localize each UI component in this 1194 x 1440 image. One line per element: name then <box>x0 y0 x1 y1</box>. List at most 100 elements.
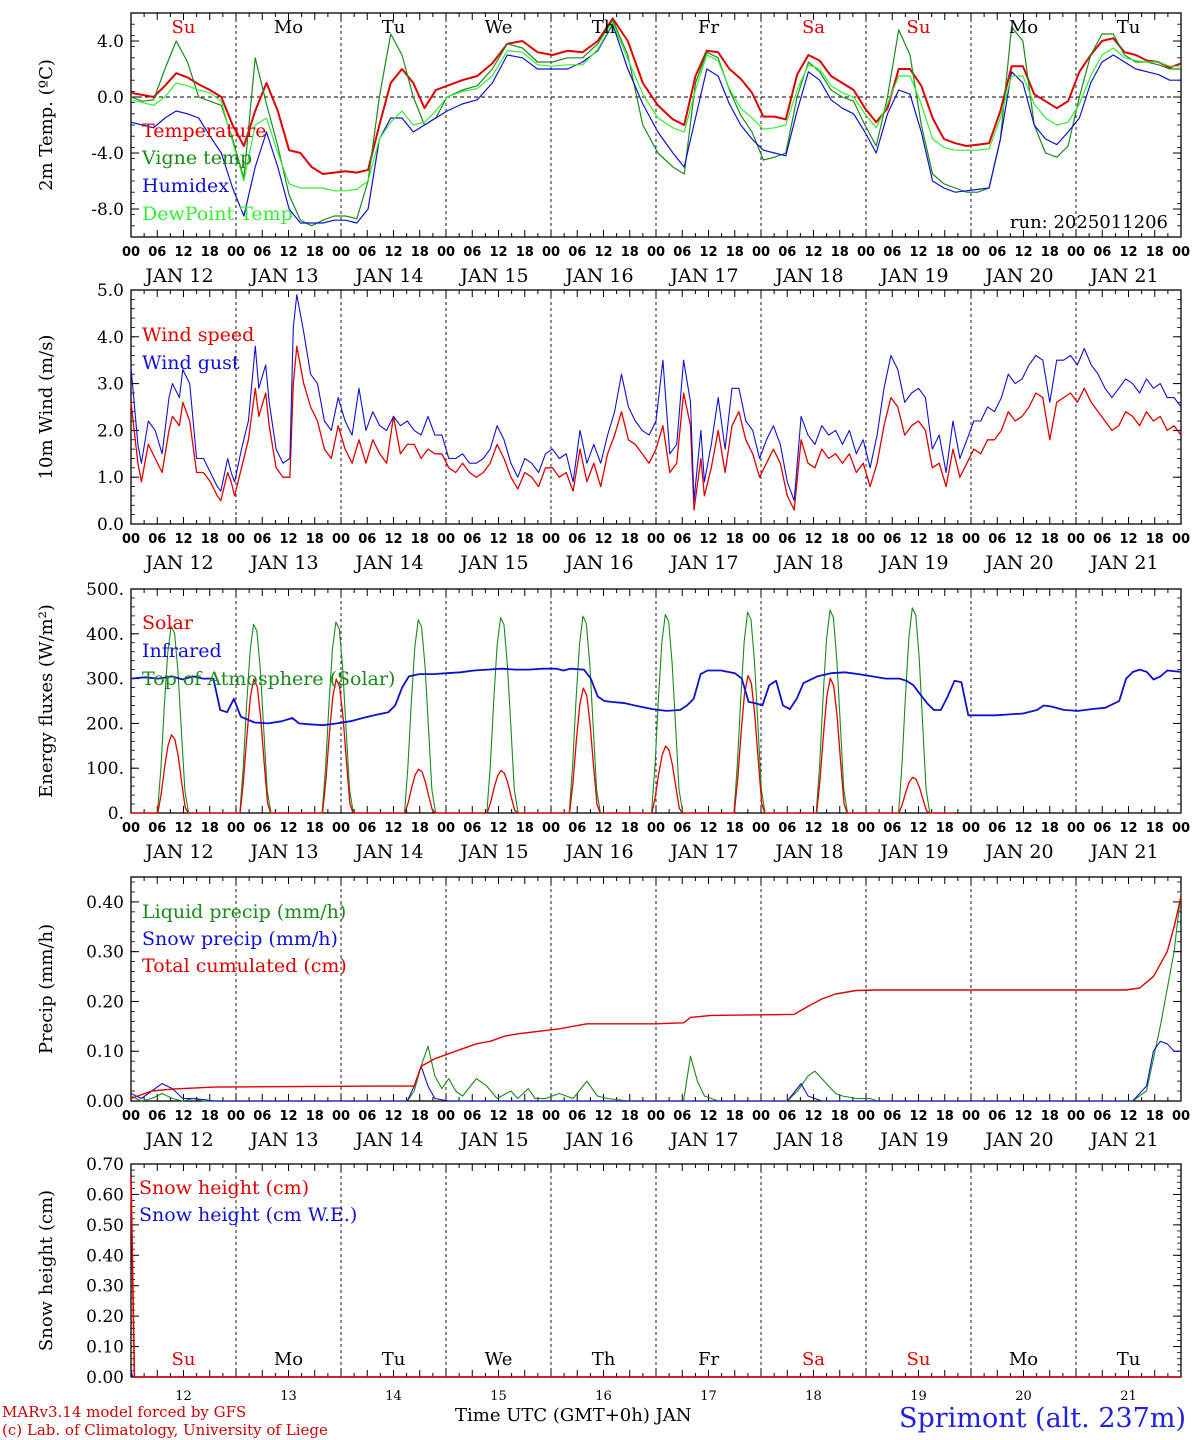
legend-entry: Top of Atmosphere (Solar) <box>142 668 395 690</box>
date-label: JAN 13 <box>248 841 318 863</box>
day-abbrev-bottom: Su <box>172 1349 196 1370</box>
y-tick-label: 0.0 <box>97 515 124 535</box>
hour-tick-label: 00 <box>1172 532 1190 547</box>
day-number: 21 <box>1120 1389 1137 1404</box>
hour-tick-label: 18 <box>936 1109 954 1124</box>
hour-tick-label: 12 <box>594 245 612 260</box>
y-tick-label: 0.30 <box>86 943 124 963</box>
hour-tick-label: 12 <box>699 1109 717 1124</box>
hour-tick-label: 00 <box>647 821 665 836</box>
hour-tick-label: 06 <box>988 532 1006 547</box>
hour-tick-label: 18 <box>831 245 849 260</box>
hour-tick-label: 00 <box>542 245 560 260</box>
series-wind-gust <box>130 294 1182 502</box>
hour-tick-label: 00 <box>647 245 665 260</box>
legend-entry: Snow height (cm W.E.) <box>139 1204 357 1226</box>
day-number: 16 <box>595 1389 612 1404</box>
y-tick-label: 1.0 <box>97 468 124 488</box>
y-axis-label: 10m Wind (m/s) <box>36 335 57 480</box>
hour-tick-label: 06 <box>253 245 271 260</box>
hour-tick-label: 06 <box>568 821 586 836</box>
hour-tick-label: 18 <box>1146 1109 1164 1124</box>
y-tick-label: 3.0 <box>97 375 124 395</box>
hour-tick-label: 00 <box>542 532 560 547</box>
hour-tick-label: 06 <box>883 821 901 836</box>
lab-credit: (c) Lab. of Climatology, University of L… <box>2 1421 328 1439</box>
y-tick-label: 0.10 <box>86 1042 124 1062</box>
hour-tick-label: 18 <box>621 1109 639 1124</box>
date-label: JAN 12 <box>143 841 213 863</box>
day-abbrev-bottom: Tu <box>382 1349 406 1370</box>
date-label: JAN 18 <box>773 552 843 574</box>
hour-tick-label: 12 <box>489 245 507 260</box>
hour-tick-label: 06 <box>148 1109 166 1124</box>
hour-tick-label: 18 <box>621 245 639 260</box>
date-label: JAN 14 <box>353 552 423 574</box>
hour-tick-label: 06 <box>778 245 796 260</box>
date-label: JAN 17 <box>668 841 738 863</box>
hour-tick-label: 12 <box>699 821 717 836</box>
panel-precip: 0.40 0.30 0.20 0.10 0.00 Precip (mm/h) Liquid … <box>36 876 1190 1151</box>
hour-tick-label: 18 <box>306 245 324 260</box>
hour-tick-label: 18 <box>201 245 219 260</box>
hour-tick-label: 06 <box>463 245 481 260</box>
hour-tick-label: 00 <box>1067 245 1085 260</box>
y-tick-label: 0. <box>108 804 124 824</box>
hour-tick-label: 00 <box>752 821 770 836</box>
hour-tick-label: 18 <box>516 532 534 547</box>
hour-tick-label: 00 <box>227 821 245 836</box>
day-abbrev-top: Fr <box>698 17 719 38</box>
hour-tick-label: 12 <box>384 245 402 260</box>
hour-tick-label: 12 <box>489 532 507 547</box>
hour-tick-label: 00 <box>752 532 770 547</box>
hour-tick-label: 12 <box>174 245 192 260</box>
y-tick-label: 0.50 <box>86 1216 124 1236</box>
hour-tick-label: 06 <box>358 245 376 260</box>
hour-tick-label: 18 <box>201 821 219 836</box>
date-label: JAN 14 <box>353 1129 423 1151</box>
hour-tick-label: 12 <box>909 532 927 547</box>
hour-tick-label: 18 <box>306 1109 324 1124</box>
day-abbrev-top: Su <box>907 17 931 38</box>
hour-tick-label: 18 <box>726 1109 744 1124</box>
y-tick-label: -4.0 <box>91 144 124 164</box>
date-label: JAN 13 <box>248 1129 318 1151</box>
y-tick-label: 0.10 <box>86 1338 124 1358</box>
hour-tick-label: 00 <box>647 1109 665 1124</box>
hour-tick-label: 12 <box>804 532 822 547</box>
legend-entry: Total cumulated (cm) <box>142 955 347 977</box>
station-title: Sprimont (alt. 237m) <box>899 1403 1186 1434</box>
date-label: JAN 16 <box>563 841 633 863</box>
hour-tick-label: 06 <box>883 245 901 260</box>
hour-tick-label: 18 <box>936 245 954 260</box>
y-tick-label: 400. <box>86 625 124 645</box>
hour-tick-label: 06 <box>568 245 586 260</box>
run-label: run: 2025011206 <box>1010 212 1168 233</box>
legend-entry: Snow precip (mm/h) <box>142 928 338 950</box>
hour-tick-label: 12 <box>279 821 297 836</box>
day-number: 12 <box>175 1389 192 1404</box>
date-label: JAN 18 <box>773 265 843 287</box>
hour-tick-label: 18 <box>306 821 324 836</box>
series-solar <box>131 674 955 814</box>
hour-tick-label: 18 <box>621 532 639 547</box>
hour-tick-label: 00 <box>752 1109 770 1124</box>
hour-tick-label: 12 <box>384 532 402 547</box>
legend-entry: Liquid precip (mm/h) <box>142 901 346 923</box>
y-tick-label: 100. <box>86 759 124 779</box>
hour-tick-label: 18 <box>936 821 954 836</box>
hour-tick-label: 00 <box>332 532 350 547</box>
y-tick-label: 2.0 <box>97 421 124 441</box>
date-label: JAN 14 <box>353 841 423 863</box>
hour-tick-label: 18 <box>411 821 429 836</box>
date-label: JAN 20 <box>983 265 1053 287</box>
hour-tick-label: 00 <box>437 1109 455 1124</box>
date-label: JAN 18 <box>773 841 843 863</box>
hour-tick-label: 00 <box>857 532 875 547</box>
y-tick-label: 0.0 <box>97 88 124 108</box>
hour-tick-label: 06 <box>358 821 376 836</box>
series-snow-precip-mm-h- <box>130 1040 1181 1102</box>
hour-tick-label: 12 <box>174 821 192 836</box>
day-number: 13 <box>280 1389 297 1404</box>
